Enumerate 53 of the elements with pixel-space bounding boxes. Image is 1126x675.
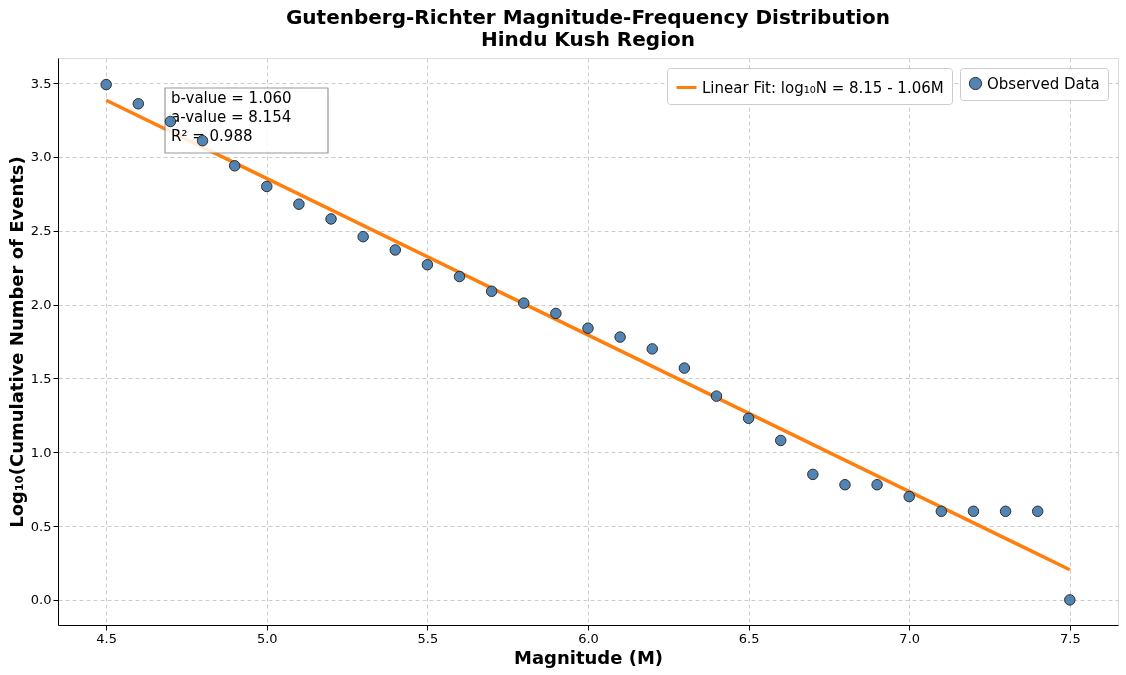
annotation: R² = 0.988 [171, 127, 253, 145]
x-tick-label: 7.5 [1059, 630, 1081, 646]
point [357, 230, 369, 243]
y-tick-label: 2.0 [30, 297, 52, 313]
chart-subtitle: Hindu Kush Region [481, 27, 695, 51]
y-tick-label: 0.5 [30, 518, 52, 534]
point [518, 297, 530, 309]
y-axis-title: Log₁₀(Cumulative Number of Events) [5, 156, 27, 528]
point [871, 478, 883, 491]
point [646, 343, 658, 355]
x-tick-label: 6.5 [738, 630, 760, 646]
point [1031, 505, 1044, 518]
chart-title: Gutenberg-Richter Magnitude-Frequency Distribution [285, 5, 891, 29]
point [550, 307, 562, 320]
point [453, 270, 466, 283]
point [710, 390, 723, 402]
x-tick-label: 5.5 [417, 630, 439, 646]
point [903, 490, 915, 503]
point [421, 258, 434, 271]
point [807, 468, 819, 481]
x-tick-label: 5.0 [256, 630, 278, 646]
annotation: b-value = 1.060 [171, 89, 292, 107]
y-tick-label: 3.5 [30, 75, 52, 91]
point [293, 198, 305, 210]
point [389, 244, 402, 256]
point [742, 412, 755, 425]
point [839, 478, 851, 491]
point [774, 434, 787, 447]
point [261, 180, 273, 193]
point [582, 322, 594, 334]
point [100, 78, 112, 91]
point [132, 98, 145, 110]
x-tick-label: 6.0 [578, 630, 599, 646]
point [967, 505, 980, 518]
point [999, 505, 1012, 518]
legend-label: Linear Fit: log₁₀N = 8.15 - 1.06M [702, 78, 944, 97]
x-axis-title: Magnitude (M) [513, 646, 664, 668]
point [485, 285, 498, 298]
y-tick-label: 1.5 [30, 370, 52, 386]
point [678, 362, 691, 374]
point [935, 505, 948, 518]
y-tick-label: 3.0 [30, 149, 52, 165]
x-tick-label: 7.0 [899, 630, 921, 646]
annotation: a-value = 8.154 [171, 108, 292, 126]
point [325, 213, 337, 225]
legend-label: Observed Data [987, 74, 1100, 93]
y-tick-label: 1.0 [30, 444, 52, 460]
point [614, 331, 626, 343]
point [1064, 594, 1076, 606]
x-tick-label: 4.5 [96, 630, 118, 646]
point [228, 160, 241, 172]
y-tick-label: 0.0 [30, 592, 52, 608]
y-tick-label: 2.5 [30, 223, 52, 239]
